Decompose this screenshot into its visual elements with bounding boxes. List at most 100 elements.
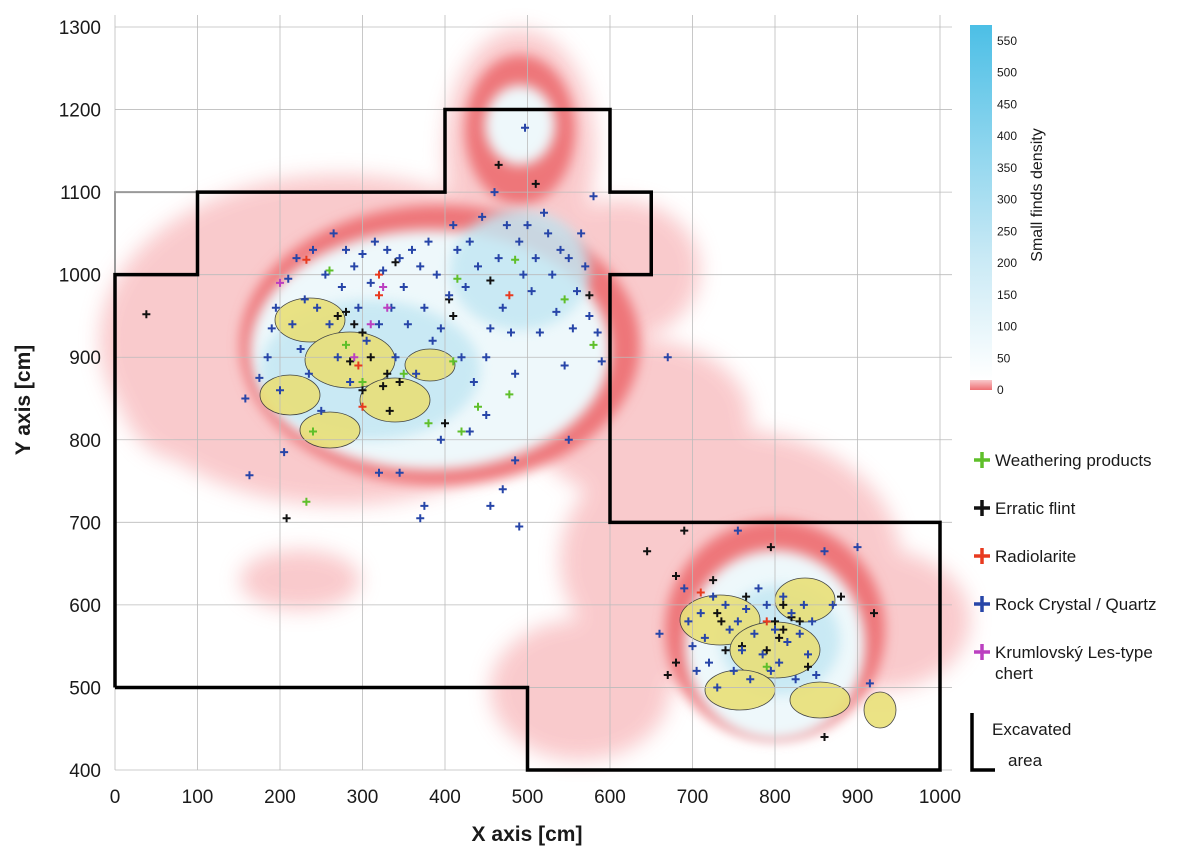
y-tick-label: 800 [69,431,101,452]
data-point [358,402,367,411]
data-point [490,188,499,197]
data-point [469,377,478,386]
x-tick-label: 600 [594,787,626,808]
data-point [346,377,355,386]
legend-label: Rock Crystal / Quartz [995,595,1157,614]
data-point [292,254,301,263]
series-rock-crystal-quartz [241,123,874,692]
data-point [783,638,792,647]
data-point [474,402,482,411]
data-point [391,258,400,267]
colorbar-tick-label: 450 [997,97,1017,111]
data-point [696,609,705,618]
y-tick-label: 1000 [59,266,101,287]
legend-marker [974,548,990,564]
data-point [375,468,383,477]
data-point [350,320,359,329]
colorbar-tick-label: 500 [997,66,1017,80]
data-point [721,646,730,655]
data-point [700,633,709,642]
y-tick-label: 700 [69,513,101,534]
data-point [465,427,474,436]
data-point [379,283,388,292]
data-point [420,303,429,312]
data-point [589,192,598,201]
data-point [709,576,718,585]
data-point [379,266,388,275]
data-point [663,671,672,680]
data-point [342,340,350,349]
data-point [577,229,586,238]
data-point [820,732,829,741]
data-point [758,650,767,659]
data-point [540,208,548,217]
data-point [511,255,520,264]
data-point [358,328,367,337]
data-point [725,625,734,634]
data-point [302,497,311,506]
data-point [342,307,350,316]
colorbar-title: Small finds density [1029,128,1046,261]
legend-marker-excavated [970,713,995,772]
data-point [428,336,437,345]
data-point [385,406,394,415]
data-point [403,320,412,329]
data-point [799,600,808,609]
x-tick-label: 200 [264,787,296,808]
data-point [304,369,313,378]
data-point [354,361,363,370]
x-tick-label: 100 [182,787,214,808]
colorbar-tick-label: 100 [997,320,1017,334]
colorbar-tick-label: 250 [997,224,1017,238]
colorbar-tick-label: 50 [997,351,1011,365]
excavated-area-line [113,107,942,772]
data-point [713,609,722,618]
data-point [552,307,561,316]
data-point [457,353,466,362]
data-point [482,353,491,362]
data-point [853,543,862,552]
data-point [568,324,577,333]
data-point [241,394,250,403]
data-point [358,386,367,395]
data-point [655,629,664,638]
data-point [535,328,544,337]
data-point [358,377,367,386]
data-point [453,245,462,254]
data-point [828,600,837,609]
x-tick-label: 900 [842,787,874,808]
data-point [779,600,788,609]
data-point [696,588,705,597]
data-point [544,229,553,238]
x-tick-label: 500 [512,787,544,808]
data-point [267,324,276,333]
data-point [366,320,375,329]
data-point [742,605,751,614]
data-point [870,609,878,618]
data-point [282,514,291,523]
data-point [705,658,713,667]
data-point [432,270,441,279]
data-point [263,353,272,362]
data-point [284,274,293,283]
data-point [465,237,474,246]
data-point [597,357,606,366]
data-point [436,324,445,333]
data-point [812,671,821,680]
y-tick-label: 1100 [60,183,101,204]
data-point [375,320,383,329]
data-point [746,675,755,684]
data-point [688,642,697,651]
data-point [321,270,330,279]
data-point [820,547,829,556]
x-tick-labels: 0 100 200 300 400 500 600 700 800 900 1000 [110,787,961,808]
data-point [486,501,495,510]
data-point [742,592,751,601]
data-point [408,245,416,254]
data-point [779,592,788,601]
colorbar-tick-label: 400 [997,129,1017,143]
colorbar-tick-labels: 0 50 100 150 200 250 300 350 400 450 500 550 [997,34,1017,397]
colorbar-tick-label: 200 [997,256,1017,270]
data-point [498,485,507,494]
data-point [416,262,425,271]
